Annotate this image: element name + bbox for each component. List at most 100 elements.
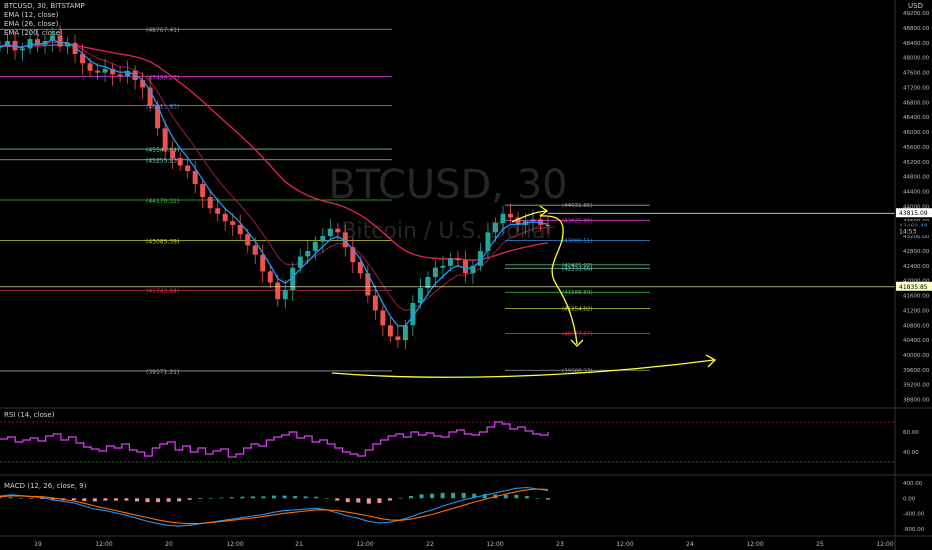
level-label: (45255.23) bbox=[146, 158, 179, 165]
candle-body bbox=[537, 219, 543, 225]
x-tick-label: 12:00 bbox=[95, 541, 112, 548]
candle-body bbox=[170, 150, 176, 159]
macd-histogram-bar bbox=[345, 498, 350, 503]
arrow-bottom-right-head bbox=[705, 354, 717, 368]
macd-histogram-bar bbox=[240, 496, 245, 499]
candle-body bbox=[185, 165, 191, 172]
candle-body bbox=[372, 295, 378, 311]
candle-body bbox=[117, 74, 123, 77]
macd-histogram-bar bbox=[387, 498, 392, 501]
macd-legend[interactable]: MACD (12, 26, close, 9) bbox=[4, 482, 87, 490]
macd-histogram-bar bbox=[356, 498, 361, 503]
candle-body bbox=[200, 184, 206, 198]
candle-body bbox=[57, 35, 63, 47]
macd-histogram-bar bbox=[303, 496, 308, 499]
macd-histogram-bar bbox=[482, 494, 487, 499]
level-label: (44170.31) bbox=[146, 198, 179, 205]
macd-histogram-bar bbox=[113, 498, 118, 501]
macd-histogram-bar bbox=[103, 498, 108, 501]
candle-body bbox=[12, 41, 18, 51]
projected-level-label: (40577.07) bbox=[562, 332, 593, 338]
candle-body bbox=[237, 224, 243, 235]
candle-body bbox=[500, 213, 506, 224]
candle-body bbox=[260, 254, 266, 272]
candle-body bbox=[177, 158, 183, 166]
candle-body bbox=[425, 276, 431, 289]
candle-body bbox=[455, 258, 461, 261]
y-tick-label: 40800.00 bbox=[903, 323, 930, 329]
y-tick-label: 41200.00 bbox=[903, 308, 930, 314]
candle-body bbox=[507, 213, 513, 218]
candle-body bbox=[447, 258, 453, 266]
candle-body bbox=[222, 213, 228, 222]
candle-body bbox=[327, 228, 333, 237]
macd-histogram-bar bbox=[514, 494, 519, 499]
hand-drawn-arrows bbox=[331, 205, 717, 378]
ema200-legend[interactable]: EMA (200, close) bbox=[4, 29, 63, 37]
price-tag-label: 41835.85 bbox=[899, 284, 928, 291]
macd-histogram-bar bbox=[135, 498, 139, 502]
macd-line bbox=[0, 486, 549, 527]
macd-histogram-bar bbox=[472, 493, 477, 499]
ema12-legend[interactable]: EMA (12, close) bbox=[4, 11, 59, 19]
arrow-up-right bbox=[511, 210, 547, 223]
y-tick-label: 44800.00 bbox=[903, 175, 930, 181]
y-tick-label: 38800.00 bbox=[903, 398, 930, 404]
y-tick-label: 45200.00 bbox=[903, 160, 930, 166]
time-axis[interactable]: 19 12:00 20 12:00 21 12:00 22 12:00 23 12:00 24 12:… bbox=[34, 541, 894, 548]
y-tick-label: 47200.00 bbox=[903, 85, 930, 91]
y-tick-label: 48400.00 bbox=[903, 41, 930, 47]
candle-body bbox=[342, 232, 348, 248]
rsi-legend[interactable]: RSI (14, close) bbox=[4, 411, 55, 419]
projected-level-label: (41254.82) bbox=[562, 306, 593, 312]
ema12-line bbox=[0, 39, 549, 327]
price-tag-label: 14:53 bbox=[899, 228, 916, 235]
candle-body bbox=[477, 250, 483, 266]
candle-body bbox=[305, 250, 311, 257]
macd-histogram-bar bbox=[503, 494, 508, 499]
y-tick-label: 43200.00 bbox=[903, 234, 930, 240]
y-tick-label: 49200.00 bbox=[903, 11, 930, 17]
macd-histogram-bar bbox=[19, 497, 24, 499]
macd-histogram-bar bbox=[156, 498, 161, 503]
price-tag-box bbox=[896, 221, 932, 231]
y-tick-label: 46000.00 bbox=[903, 130, 930, 136]
candle-body bbox=[140, 80, 146, 88]
projected-level-label: (39588.33) bbox=[562, 368, 593, 374]
candle-body bbox=[335, 228, 341, 233]
candle-body bbox=[275, 282, 281, 300]
candle-body bbox=[380, 310, 386, 326]
candle-body bbox=[72, 42, 78, 55]
rsi-pane[interactable]: 60.00 40.00 bbox=[0, 421, 919, 463]
rsi-tick-label: 40.00 bbox=[903, 450, 919, 456]
ema26-legend[interactable]: EMA (26, close) bbox=[4, 20, 59, 28]
rsi-tick-label: 60.00 bbox=[903, 430, 919, 436]
macd-histogram-bar bbox=[409, 495, 413, 499]
macd-histogram-bar bbox=[440, 492, 445, 499]
projected-level-label: (43080.51) bbox=[562, 239, 593, 245]
macd-pane[interactable]: 400.00 0.00 -400.00 -800.00 bbox=[0, 481, 925, 533]
x-tick-label: 12:00 bbox=[356, 541, 373, 548]
macd-tick-label: -400.00 bbox=[903, 512, 925, 518]
macd-histogram-bar bbox=[82, 498, 87, 501]
symbol-legend[interactable]: BTCUSD, 30, BITSTAMP bbox=[4, 2, 85, 10]
x-tick-label: 20 bbox=[165, 541, 173, 548]
candle-body bbox=[297, 256, 303, 268]
candle-body bbox=[215, 208, 221, 214]
x-tick-label: 19 bbox=[34, 541, 42, 548]
macd-histogram-bar bbox=[524, 495, 529, 499]
candle-body bbox=[147, 87, 153, 107]
macd-histogram-bar bbox=[219, 497, 224, 499]
candle-body bbox=[102, 68, 108, 73]
macd-histogram-bar bbox=[29, 498, 34, 499]
macd-histogram-bar bbox=[0, 497, 2, 499]
x-tick-label: 12:00 bbox=[226, 541, 243, 548]
candle-body bbox=[155, 106, 161, 129]
projected-level-label: (42333.66) bbox=[562, 266, 593, 272]
macd-histogram-bar bbox=[293, 495, 298, 499]
level-label: (41743.04) bbox=[146, 288, 179, 295]
y-tick-label: 42400.00 bbox=[903, 264, 930, 270]
candle-body bbox=[35, 39, 41, 45]
price-axis[interactable]: 49200.00 48800.00 48400.00 48000.00 47600.00… bbox=[903, 11, 930, 403]
